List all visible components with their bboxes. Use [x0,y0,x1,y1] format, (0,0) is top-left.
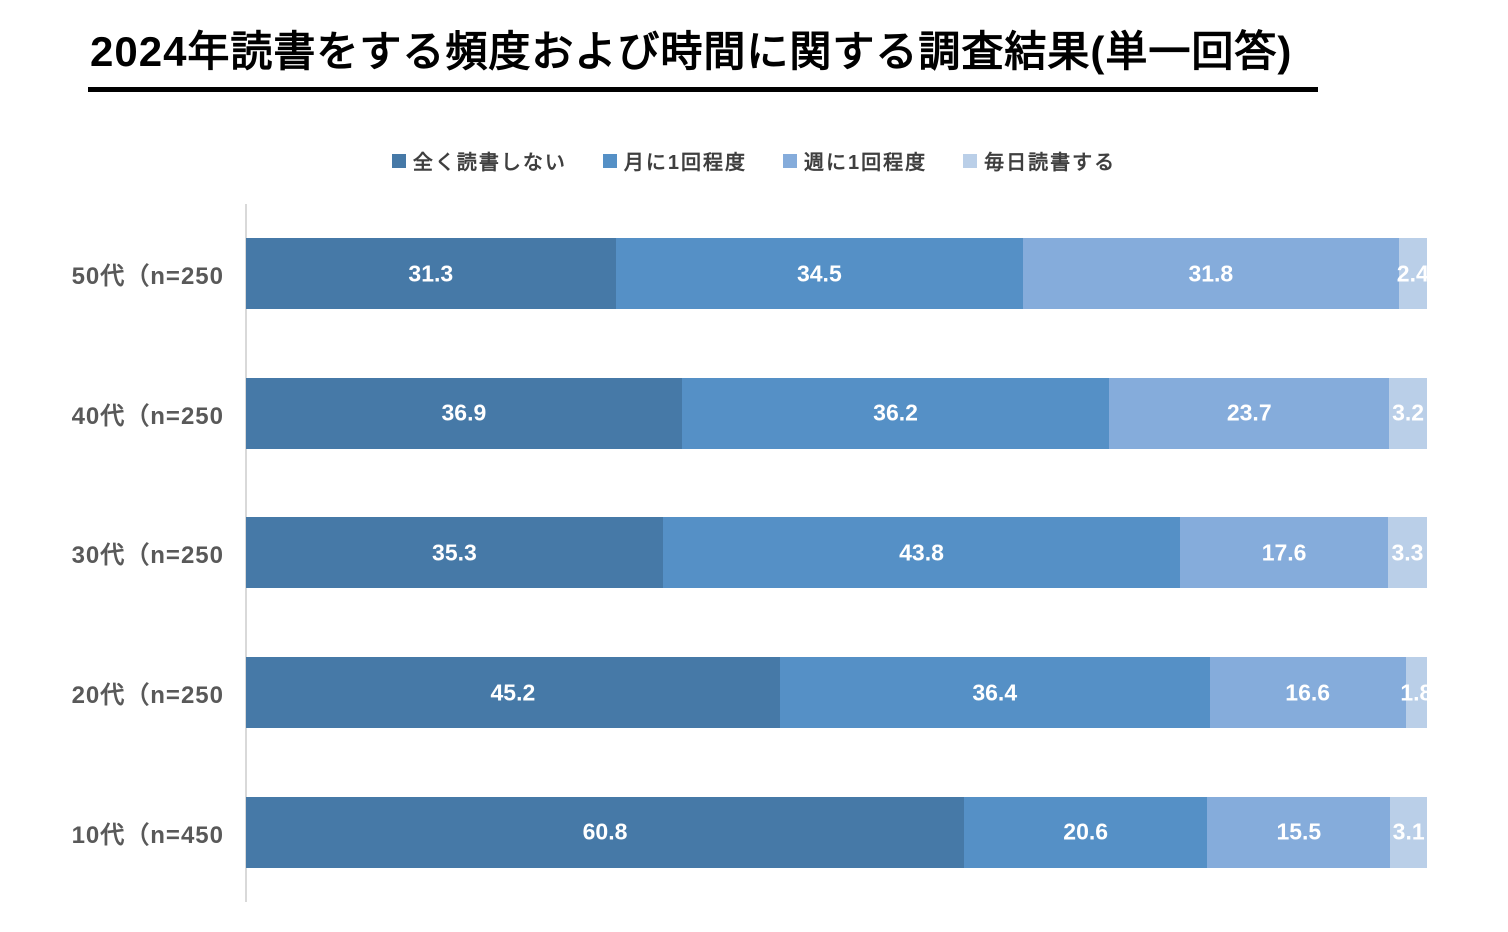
chart-legend: 全く読書しない 月に1回程度 週に1回程度 毎日読書する [0,146,1508,175]
bar-segment: 31.3 [246,238,616,310]
bar-value-label: 23.7 [1226,399,1272,426]
stacked-bar: 45.2 36.4 16.6 1.8 [246,657,1432,729]
legend-item: 週に1回程度 [783,146,927,175]
legend-label: 週に1回程度 [804,152,928,174]
bar-value-label: 36.2 [873,399,918,426]
bar-segment: 3.1 [1390,796,1427,868]
bar-value-label: 60.8 [582,818,628,845]
chart-row: 40代（n=250 36.9 36.2 23.7 3.2 [0,344,1508,484]
bar-value-label: 1.8 [1400,679,1433,706]
bar-value-label: 35.3 [432,539,477,566]
bar-value-label: 45.2 [490,679,536,706]
legend-swatch-icon [602,153,617,168]
bar-segment: 36.9 [246,377,682,449]
category-label: 20代（n=250 [71,682,224,710]
chart-row: 10代（n=450 60.8 20.6 15.5 3.1 [0,762,1508,902]
page-title: 2024年読書をする頻度および時間に関する調査結果(単一回答) [88,26,1319,92]
stacked-bar: 60.8 20.6 15.5 3.1 [246,796,1427,868]
bar-value-label: 34.5 [796,260,842,287]
bar-segment: 23.7 [1109,377,1390,449]
bar-segment: 20.6 [964,796,1208,868]
bar-value-label: 16.6 [1285,679,1331,706]
legend-label: 毎日読書する [984,152,1117,174]
bar-value-label: 36.4 [972,679,1018,706]
bar-segment: 3.3 [1388,517,1427,589]
bar-segment: 31.8 [1023,238,1399,310]
legend-item: 毎日読書する [963,146,1116,175]
category-label: 10代（n=450 [71,821,224,849]
bar-segment: 15.5 [1207,796,1391,868]
bar-value-label: 3.2 [1392,399,1425,426]
title-wrap: 2024年読書をする頻度および時間に関する調査結果(単一回答) [88,26,1448,92]
chart-row: 20代（n=250 45.2 36.4 16.6 1.8 [0,623,1508,763]
bar-segment: 36.4 [779,657,1210,729]
bar-segment: 45.2 [246,657,780,729]
stacked-bar: 36.9 36.2 23.7 3.2 [246,377,1427,449]
bar-segment: 3.2 [1389,377,1427,449]
legend-label: 全く読書しない [412,152,567,174]
legend-item: 全く読書しない [391,146,567,175]
bar-segment: 43.8 [662,517,1181,589]
bar-segment: 34.5 [615,238,1024,310]
bar-value-label: 31.8 [1188,260,1234,287]
bar-segment: 2.4 [1396,238,1429,310]
category-label: 30代（n=250 [71,542,224,570]
legend-swatch-icon [391,153,406,168]
bar-segment: 1.8 [1400,657,1432,729]
bar-segment: 60.8 [246,796,965,868]
category-label: 40代（n=250 [71,402,224,430]
category-label: 50代（n=250 [71,263,224,291]
bar-value-label: 36.9 [441,399,487,426]
bar-value-label: 20.6 [1063,818,1109,845]
bar-value-label: 15.5 [1276,818,1322,845]
bar-value-label: 31.3 [408,260,454,287]
bar-value-label: 3.3 [1391,539,1424,566]
bar-value-label: 2.4 [1396,260,1429,287]
legend-swatch-icon [783,153,797,168]
bar-segment: 36.2 [681,377,1110,449]
chart-row: 30代（n=250 35.3 43.8 17.6 3.3 [0,483,1508,623]
bar-value-label: 17.6 [1261,539,1307,566]
chart-area: 50代（n=250 31.3 34.5 31.8 2.4 40代（n=250 36.9 36.… [0,204,1508,902]
bar-value-label: 3.1 [1392,818,1425,845]
stacked-bar: 35.3 43.8 17.6 3.3 [246,517,1427,589]
legend-item: 月に1回程度 [602,146,747,175]
legend-swatch-icon [963,153,978,168]
bar-segment: 16.6 [1209,657,1406,729]
stacked-bar: 31.3 34.5 31.8 2.4 [246,238,1429,310]
bar-segment: 35.3 [246,517,663,589]
chart-rows: 50代（n=250 31.3 34.5 31.8 2.4 40代（n=250 36.9 36.… [0,204,1508,902]
legend-label: 月に1回程度 [623,152,747,174]
bar-segment: 17.6 [1180,517,1388,589]
chart-row: 50代（n=250 31.3 34.5 31.8 2.4 [0,204,1508,344]
bar-value-label: 43.8 [899,539,944,566]
